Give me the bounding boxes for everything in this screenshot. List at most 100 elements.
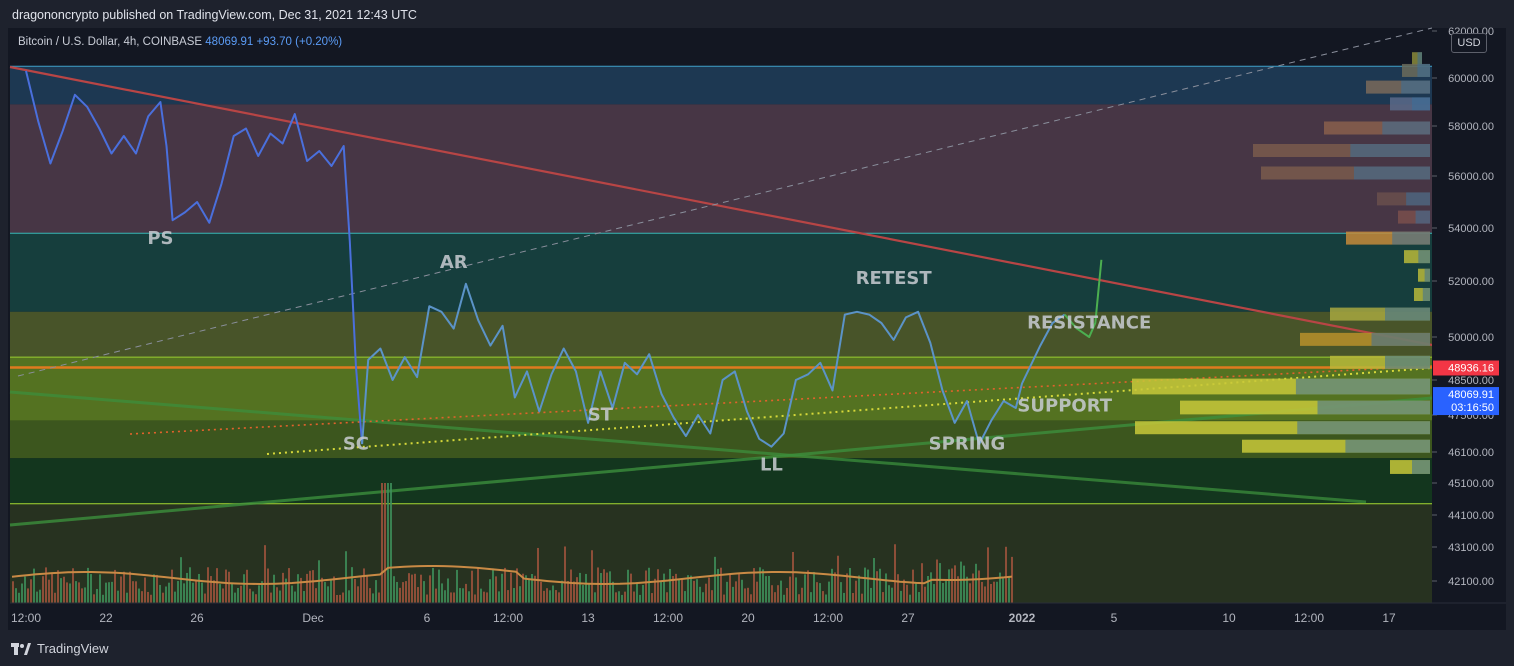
volume-bar [567,580,569,603]
volume-bar [735,581,737,603]
volume-bar [462,588,464,603]
volume-bar [609,571,611,603]
time-axis-label: 5 [1111,611,1118,625]
rising-support-line [9,396,1433,527]
volume-bar [672,576,674,603]
volume-bar [588,583,590,603]
volume-bar [600,572,602,603]
time-axis-label: 26 [190,611,204,625]
volume-bar [282,572,284,603]
volume-bar [99,574,101,603]
volume-bar [594,592,596,603]
volume-bar [795,577,797,603]
price-badge-countdown: 03:16:50 [1451,402,1494,414]
volume-bar [486,592,488,603]
volume-bar [1005,546,1007,603]
time-axis-label: 12:00 [653,611,683,625]
volume-bar [663,573,665,603]
volume-bar [753,568,755,603]
volume-bar [147,591,149,603]
volume-bar [807,570,809,603]
volume-bar [429,575,431,603]
volume-bar [933,584,935,603]
time-axis-label: 13 [581,611,595,625]
price-line-mid [361,282,1066,448]
volume-bar [309,570,311,603]
volume-bar [474,594,476,603]
volume-bar [66,582,68,603]
volume-bar [249,588,251,603]
volume-bar [432,567,434,603]
volume-bar [150,594,152,603]
volume-bar [621,594,623,603]
volume-bar [951,568,953,603]
volume-bar [840,582,842,603]
volume-bar [591,550,593,603]
volume-bar [714,556,716,603]
volume-bar [780,580,782,603]
volume-bar [834,572,836,603]
volume-bar [972,573,974,603]
symbol-legend[interactable]: Bitcoin / U.S. Dollar, 4h, COINBASE 4806… [18,36,342,48]
volume-bar [984,586,986,603]
volume-bar [21,583,23,603]
price-axis-label: 56000.00 [1448,171,1494,183]
volume-bar [720,567,722,603]
volume-profile-bar-split [1417,63,1430,77]
volume-bar [813,571,815,603]
volume-bar [468,591,470,603]
volume-bar [822,591,824,603]
time-axis-label: 12:00 [1294,611,1324,625]
volume-bar [24,576,26,603]
volume-profile-bar-split [1406,192,1430,206]
volume-bar [480,588,482,603]
volume-bar [450,592,452,603]
price-chart[interactable]: PS SC AR ST LL RETEST SPRING RESISTANCE SUPPORT 6… [0,0,1514,630]
volume-bar [978,570,980,603]
volume-bar [39,589,41,603]
price-badge [1433,360,1499,376]
volume-bar [882,592,884,603]
volume-bar [891,587,893,603]
volume-bar [162,592,164,603]
volume-bar [129,571,131,603]
volume-bar [447,578,449,603]
price-axis-label: 58000.00 [1448,121,1494,133]
volume-bar [831,568,833,603]
volume-bar [246,569,248,603]
volume-bar [204,593,206,603]
volume-bar [789,576,791,603]
volume-bar [744,588,746,603]
volume-bar [804,574,806,603]
volume-bar [63,576,65,603]
volume-bar [801,587,803,603]
volume-profile-bar-split [1412,460,1430,474]
volume-bar [465,583,467,603]
volume-bar [264,545,266,603]
volume-bar [69,583,71,603]
volume-bar [957,576,959,603]
volume-bar [399,587,401,603]
price-axis[interactable] [1432,28,1506,603]
volume-bar [909,594,911,603]
volume-bar [225,569,227,603]
time-axis-label: 6 [424,611,431,625]
currency-selector[interactable]: USD [1451,33,1487,53]
annotation-label: ST [588,404,614,425]
volume-bar [525,575,527,603]
volume-bar [786,588,788,603]
volume-bar [900,590,902,603]
volume-bar [276,587,278,603]
price-badge-label: 48069.91 [1448,389,1494,401]
volume-bar [507,590,509,603]
volume-bar [159,584,161,603]
volume-bar [750,594,752,603]
descending-trend-line [9,65,1433,347]
volume-bar [810,592,812,603]
volume-bar [153,574,155,603]
volume-bar [93,594,95,603]
volume-bar [435,588,437,603]
volume-bar [981,581,983,603]
tradingview-brand[interactable]: TradingView [11,641,109,656]
volume-bar [423,581,425,603]
